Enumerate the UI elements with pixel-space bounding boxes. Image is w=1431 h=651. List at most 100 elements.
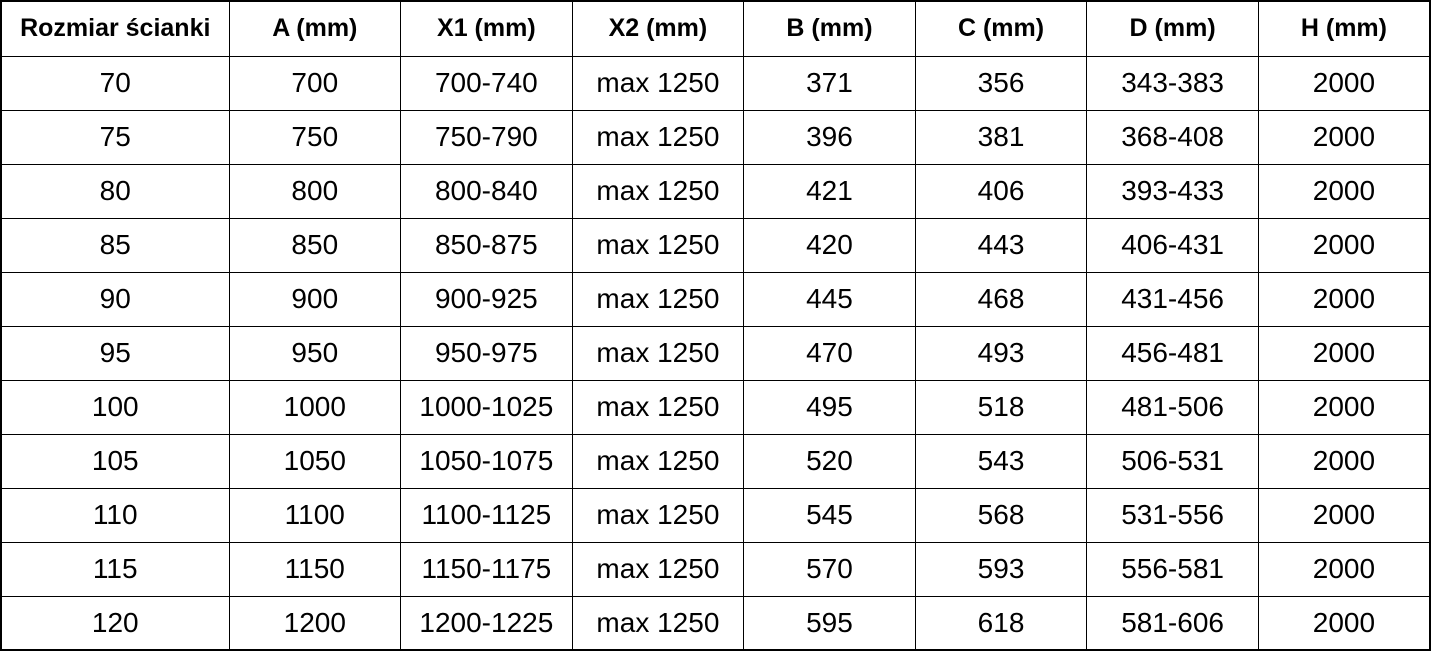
table-cell: 520 — [743, 433, 916, 489]
table-cell: 593 — [914, 541, 1088, 597]
column-header: A (mm) — [228, 0, 402, 57]
table-body: 70 700 700-740 max 1250 371 356 343-383 2000 75 7… — [0, 55, 1431, 651]
column-header: C (mm) — [914, 0, 1088, 57]
table-cell: 431-456 — [1086, 271, 1259, 327]
table-cell: 468 — [914, 271, 1088, 327]
table-cell: max 1250 — [571, 163, 745, 219]
table-row: 95 950 950-975 max 1250 470 493 456-481 2000 — [0, 325, 1431, 381]
table-cell: max 1250 — [571, 217, 745, 273]
column-header: H (mm) — [1257, 0, 1431, 57]
table-cell: 420 — [743, 217, 916, 273]
table-cell: 850 — [228, 217, 402, 273]
table-cell: 70 — [0, 55, 230, 111]
table-cell: 900-925 — [400, 271, 573, 327]
table-cell: 343-383 — [1086, 55, 1259, 111]
table-cell: 750-790 — [400, 109, 573, 165]
table-cell: 700-740 — [400, 55, 573, 111]
table-cell: 2000 — [1257, 217, 1431, 273]
table-cell: 368-408 — [1086, 109, 1259, 165]
table-cell: 75 — [0, 109, 230, 165]
table-row: 90 900 900-925 max 1250 445 468 431-456 2000 — [0, 271, 1431, 327]
table-cell: 1000-1025 — [400, 379, 573, 435]
table-cell: 618 — [914, 595, 1088, 651]
table-cell: 110 — [0, 487, 230, 543]
table-row: 120 1200 1200-1225 max 1250 595 618 581-606 200… — [0, 595, 1431, 651]
table-cell: 2000 — [1257, 325, 1431, 381]
table-cell: max 1250 — [571, 433, 745, 489]
table-cell: 595 — [743, 595, 916, 651]
table-row: 80 800 800-840 max 1250 421 406 393-433 2000 — [0, 163, 1431, 219]
table-cell: 800 — [228, 163, 402, 219]
table-cell: 2000 — [1257, 55, 1431, 111]
table-cell: 1200-1225 — [400, 595, 573, 651]
table-cell: 2000 — [1257, 109, 1431, 165]
table-cell: 120 — [0, 595, 230, 651]
table-cell: 900 — [228, 271, 402, 327]
table-cell: 393-433 — [1086, 163, 1259, 219]
table-cell: max 1250 — [571, 325, 745, 381]
table-cell: 2000 — [1257, 271, 1431, 327]
table-cell: 470 — [743, 325, 916, 381]
table-row: 70 700 700-740 max 1250 371 356 343-383 2000 — [0, 55, 1431, 111]
table-cell: 531-556 — [1086, 487, 1259, 543]
table-cell: 581-606 — [1086, 595, 1259, 651]
table-cell: max 1250 — [571, 109, 745, 165]
table-cell: max 1250 — [571, 271, 745, 327]
table-cell: max 1250 — [571, 541, 745, 597]
table-cell: 518 — [914, 379, 1088, 435]
table-cell: 421 — [743, 163, 916, 219]
table-cell: 750 — [228, 109, 402, 165]
table-cell: 95 — [0, 325, 230, 381]
table-cell: 950-975 — [400, 325, 573, 381]
column-header: Rozmiar ścianki — [0, 0, 230, 57]
header-row: Rozmiar ścianki A (mm) X1 (mm) X2 (mm) B (mm… — [0, 0, 1431, 57]
table-cell: 85 — [0, 217, 230, 273]
table-cell: max 1250 — [571, 487, 745, 543]
table-cell: 2000 — [1257, 595, 1431, 651]
table-cell: 2000 — [1257, 163, 1431, 219]
table-cell: 371 — [743, 55, 916, 111]
table-cell: max 1250 — [571, 595, 745, 651]
table-cell: 1150-1175 — [400, 541, 573, 597]
table-cell: 1050-1075 — [400, 433, 573, 489]
table-cell: 2000 — [1257, 487, 1431, 543]
table-cell: 115 — [0, 541, 230, 597]
table-cell: 90 — [0, 271, 230, 327]
table-cell: 2000 — [1257, 379, 1431, 435]
table-cell: 406 — [914, 163, 1088, 219]
table-cell: 506-531 — [1086, 433, 1259, 489]
table-row: 75 750 750-790 max 1250 396 381 368-408 2000 — [0, 109, 1431, 165]
table-cell: 1000 — [228, 379, 402, 435]
table-cell: 456-481 — [1086, 325, 1259, 381]
table-row: 85 850 850-875 max 1250 420 443 406-431 2000 — [0, 217, 1431, 273]
column-header: X2 (mm) — [571, 0, 745, 57]
column-header: B (mm) — [743, 0, 916, 57]
table-cell: 950 — [228, 325, 402, 381]
table-cell: 100 — [0, 379, 230, 435]
table-cell: 80 — [0, 163, 230, 219]
table-cell: 2000 — [1257, 433, 1431, 489]
table-cell: max 1250 — [571, 55, 745, 111]
table-cell: 381 — [914, 109, 1088, 165]
table-cell: 2000 — [1257, 541, 1431, 597]
table-cell: max 1250 — [571, 379, 745, 435]
table-cell: 545 — [743, 487, 916, 543]
table-cell: 406-431 — [1086, 217, 1259, 273]
table-cell: 1200 — [228, 595, 402, 651]
table-cell: 1050 — [228, 433, 402, 489]
table-cell: 1150 — [228, 541, 402, 597]
table-cell: 443 — [914, 217, 1088, 273]
table-cell: 495 — [743, 379, 916, 435]
table-cell: 556-581 — [1086, 541, 1259, 597]
table-cell: 800-840 — [400, 163, 573, 219]
table-row: 105 1050 1050-1075 max 1250 520 543 506-531 200… — [0, 433, 1431, 489]
table-cell: 568 — [914, 487, 1088, 543]
table-cell: 396 — [743, 109, 916, 165]
table-cell: 445 — [743, 271, 916, 327]
column-header: D (mm) — [1086, 0, 1259, 57]
table-cell: 1100-1125 — [400, 487, 573, 543]
table-row: 100 1000 1000-1025 max 1250 495 518 481-506 200… — [0, 379, 1431, 435]
table-cell: 850-875 — [400, 217, 573, 273]
table-cell: 570 — [743, 541, 916, 597]
